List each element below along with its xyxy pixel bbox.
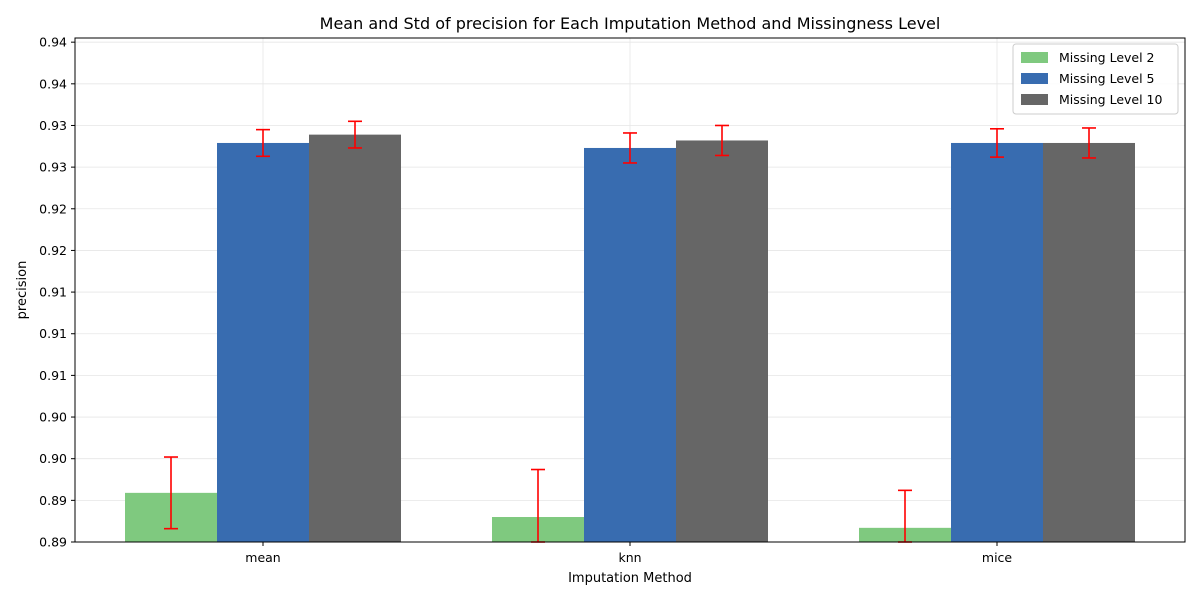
y-tick-label: 0.93 xyxy=(39,118,67,133)
y-tick-label: 0.91 xyxy=(39,368,67,383)
y-axis: 0.89 0.89 0.90 0.90 0.91 0.91 0.91 0.92 0.92 0.93… xyxy=(39,35,75,550)
legend: Missing Level 2 Missing Level 5 Missing Le… xyxy=(1012,43,1179,115)
y-tick-label: 0.94 xyxy=(39,35,67,50)
legend-swatch xyxy=(1021,94,1048,105)
y-tick-label: 0.89 xyxy=(39,535,67,550)
chart-title: Mean and Std of precision for Each Imput… xyxy=(320,14,941,33)
y-tick-label: 0.91 xyxy=(39,326,67,341)
bar xyxy=(584,147,676,543)
legend-swatch xyxy=(1021,52,1048,63)
y-tick-label: 0.89 xyxy=(39,493,67,508)
legend-label: Missing Level 2 xyxy=(1059,50,1155,65)
bars xyxy=(125,134,1135,543)
legend-label: Missing Level 10 xyxy=(1059,92,1163,107)
y-tick-label: 0.93 xyxy=(39,160,67,175)
legend-label: Missing Level 5 xyxy=(1059,71,1155,86)
y-tick-label: 0.90 xyxy=(39,410,67,425)
x-axis-label: Imputation Method xyxy=(568,571,692,586)
y-tick-label: 0.92 xyxy=(39,201,67,216)
legend-swatch xyxy=(1021,73,1048,84)
y-tick-label: 0.92 xyxy=(39,243,67,258)
y-tick-label: 0.94 xyxy=(39,76,67,91)
bar xyxy=(676,140,768,542)
y-tick-label: 0.91 xyxy=(39,285,67,300)
x-tick-label: knn xyxy=(618,550,641,565)
bar xyxy=(1043,142,1135,543)
bar xyxy=(217,142,309,543)
y-axis-label: precision xyxy=(15,261,30,320)
bar xyxy=(309,134,401,542)
x-tick-label: mice xyxy=(982,550,1013,565)
x-axis: mean knn mice xyxy=(245,542,1012,565)
bar xyxy=(951,142,1043,543)
y-tick-label: 0.90 xyxy=(39,451,67,466)
x-tick-label: mean xyxy=(245,550,280,565)
legend-box xyxy=(1012,43,1179,115)
